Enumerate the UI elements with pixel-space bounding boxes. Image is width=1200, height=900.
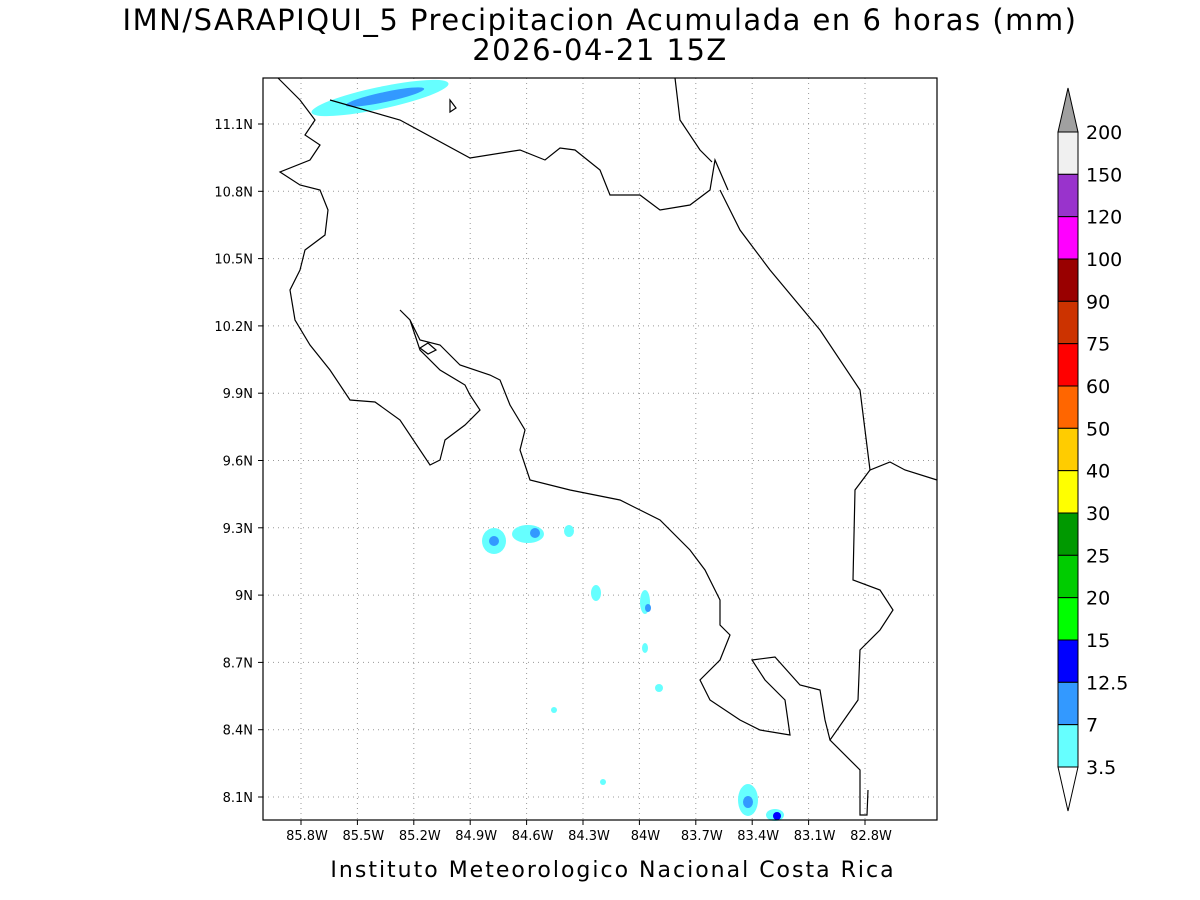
lat-label: 8.1N — [223, 791, 253, 806]
precip-area — [655, 684, 663, 692]
lat-label: 10.2N — [214, 320, 253, 335]
colorbar-box — [1057, 597, 1079, 641]
colorbar-label: 12.5 — [1086, 672, 1128, 694]
colorbar-label: 7 — [1086, 715, 1098, 737]
precip-area — [642, 643, 648, 653]
grid — [258, 78, 937, 825]
colorbar-box — [1057, 300, 1079, 345]
colorbar-label: 75 — [1086, 334, 1110, 356]
colorbar-label: 3.5 — [1086, 757, 1116, 779]
lon-label: 85.2W — [399, 829, 441, 844]
precip-area — [489, 536, 499, 546]
border-nicaragua — [329, 99, 729, 211]
precip-area — [345, 87, 425, 107]
footer: Instituto Meteorologico Nacional Costa R… — [330, 858, 895, 883]
island — [418, 98, 457, 355]
colorbar-box — [1057, 216, 1079, 260]
colorbar-box — [1057, 470, 1079, 514]
title: IMN/SARAPIQUI_5 Precipitacion Acumulada … — [123, 3, 1078, 37]
coast-pacific — [277, 77, 831, 741]
colorbar-label: 60 — [1086, 376, 1110, 398]
lon-label: 85.5W — [342, 829, 384, 844]
lat-label: 10.5N — [214, 253, 253, 268]
lat-label: 9N — [235, 589, 253, 604]
lat-label: 11.1N — [214, 118, 253, 133]
colorbar-arrow — [1057, 87, 1079, 133]
subtitle: 2026-04-21 15Z — [472, 33, 728, 67]
lat-label: 9.3N — [223, 522, 253, 537]
coastlines — [277, 77, 938, 816]
lon-label: 83.7W — [681, 829, 723, 844]
lon-label: 83.4W — [737, 829, 779, 844]
coast-caribbean — [674, 77, 938, 481]
colorbar-box — [1057, 512, 1079, 556]
lon-label: 83.1W — [794, 829, 836, 844]
precip-area — [564, 525, 574, 537]
precip-area — [530, 528, 540, 538]
colorbar-box — [1057, 131, 1079, 175]
lat-label: 9.6N — [223, 455, 253, 470]
colorbar-label: 25 — [1086, 545, 1110, 567]
lat-label: 8.4N — [223, 724, 253, 739]
lon-label: 84.9W — [455, 829, 497, 844]
colorbar: 200 150 120 100 90 75 60 50 40 30 25 20 15 12.5 7 3.5 — [1057, 87, 1128, 812]
colorbar-label: 100 — [1086, 249, 1122, 271]
precip-area — [600, 779, 606, 785]
colorbar-box — [1057, 724, 1079, 768]
colorbar-label: 40 — [1086, 461, 1110, 483]
precip-area — [743, 796, 753, 808]
colorbar-box — [1057, 554, 1079, 599]
precip-area — [773, 812, 781, 820]
lon-label: 82.8W — [850, 829, 892, 844]
lat-label: 9.9N — [223, 387, 253, 402]
colorbar-box — [1057, 173, 1079, 218]
colorbar-label: 90 — [1086, 291, 1110, 313]
colorbar-label: 20 — [1086, 588, 1110, 610]
colorbar-box — [1057, 427, 1079, 472]
colorbar-box — [1057, 343, 1079, 387]
border-panama — [829, 469, 894, 816]
lon-label: 85.8W — [286, 829, 328, 844]
colorbar-arrow — [1057, 766, 1079, 812]
colorbar-box — [1057, 681, 1079, 726]
precip-area — [551, 707, 557, 713]
colorbar-label: 15 — [1086, 630, 1110, 652]
precipitation — [311, 79, 784, 821]
colorbar-box — [1057, 258, 1079, 302]
colorbar-label: 200 — [1086, 122, 1122, 144]
colorbar-label: 50 — [1086, 418, 1110, 440]
precip-area — [591, 585, 601, 601]
lon-label: 84W — [631, 829, 661, 844]
lat-label: 10.8N — [214, 185, 253, 200]
colorbar-label: 30 — [1086, 503, 1110, 525]
colorbar-box — [1057, 385, 1079, 429]
precip-area — [645, 604, 651, 612]
colorbar-label: 120 — [1086, 207, 1122, 229]
lat-label: 8.7N — [223, 656, 253, 671]
map-frame — [262, 77, 938, 821]
lon-label: 84.6W — [512, 829, 554, 844]
lon-label: 84.3W — [568, 829, 610, 844]
colorbar-label: 150 — [1086, 164, 1122, 186]
colorbar-box — [1057, 639, 1079, 683]
